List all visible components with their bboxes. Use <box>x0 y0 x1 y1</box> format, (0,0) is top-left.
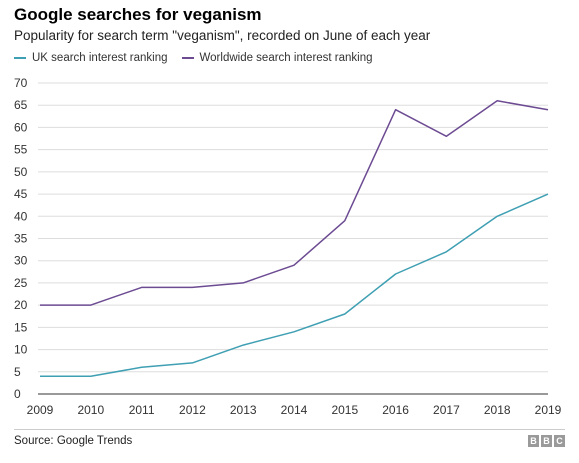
y-tick-label: 60 <box>14 120 28 134</box>
x-tick-label: 2018 <box>484 403 511 417</box>
bbc-logo: B B C <box>526 435 565 447</box>
bbc-logo-block: B <box>528 435 539 447</box>
x-tick-label: 2013 <box>230 403 257 417</box>
legend-label-worldwide: Worldwide search interest ranking <box>199 52 373 64</box>
x-tick-label: 2019 <box>535 403 562 417</box>
y-tick-label: 50 <box>14 165 28 179</box>
y-tick-label: 45 <box>14 187 28 201</box>
x-tick-label: 2011 <box>129 403 155 417</box>
y-tick-label: 40 <box>14 209 28 223</box>
y-tick-label: 70 <box>14 76 28 90</box>
legend-item-uk: UK search interest ranking <box>14 52 168 64</box>
y-tick-label: 65 <box>14 98 28 112</box>
legend-label-uk: UK search interest ranking <box>32 52 168 64</box>
chart-title: Google searches for veganism <box>14 5 262 24</box>
y-tick-label: 30 <box>14 254 28 268</box>
x-tick-label: 2012 <box>179 403 206 417</box>
chart-subtitle: Popularity for search term "veganism", r… <box>14 28 431 43</box>
x-tick-label: 2017 <box>433 403 460 417</box>
y-tick-label: 25 <box>14 276 28 290</box>
x-tick-label: 2015 <box>331 403 358 417</box>
x-tick-label: 2014 <box>281 403 308 417</box>
y-tick-label: 0 <box>14 387 21 401</box>
bbc-logo-block: C <box>554 435 565 447</box>
chart-legend: UK search interest ranking Worldwide sea… <box>14 52 387 64</box>
x-tick-label: 2009 <box>27 403 54 417</box>
y-tick-label: 35 <box>14 232 28 246</box>
y-tick-label: 5 <box>14 365 21 379</box>
y-tick-label: 15 <box>14 320 28 334</box>
legend-swatch-worldwide <box>181 57 194 59</box>
bbc-logo-block: B <box>541 435 552 447</box>
x-tick-label: 2010 <box>77 403 104 417</box>
y-tick-label: 10 <box>14 343 28 357</box>
footer-divider <box>14 429 565 430</box>
x-tick-label: 2016 <box>382 403 409 417</box>
legend-item-worldwide: Worldwide search interest ranking <box>181 52 373 64</box>
series-line-uk <box>40 193 549 377</box>
legend-swatch-uk <box>14 57 26 59</box>
y-tick-label: 55 <box>14 143 28 157</box>
y-tick-label: 20 <box>14 298 28 312</box>
source-note: Source: Google Trends <box>14 435 133 447</box>
series-line-worldwide <box>40 100 549 306</box>
